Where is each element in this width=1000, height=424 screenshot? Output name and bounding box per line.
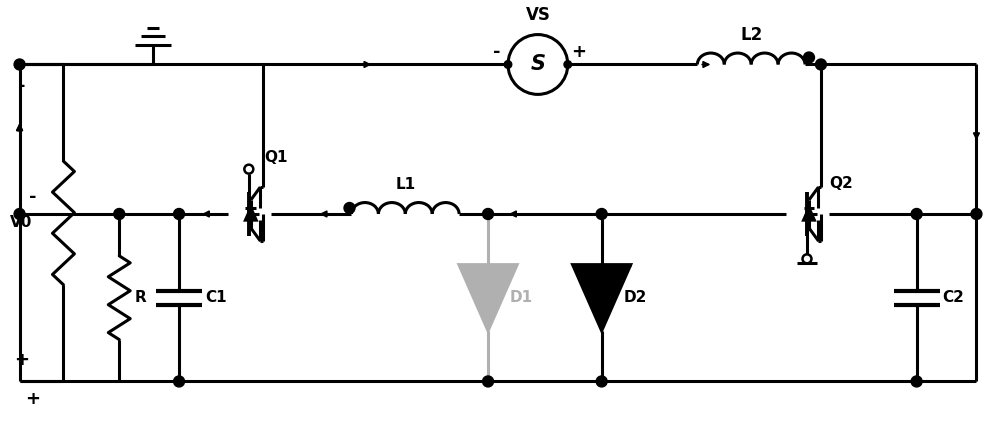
Circle shape (114, 209, 125, 220)
Circle shape (596, 376, 607, 387)
Text: -: - (493, 42, 501, 61)
Text: L1: L1 (395, 176, 415, 192)
Circle shape (483, 376, 494, 387)
Circle shape (344, 203, 355, 214)
Circle shape (804, 52, 814, 63)
Polygon shape (459, 265, 517, 331)
Circle shape (504, 61, 512, 68)
Text: VS: VS (525, 6, 550, 24)
Text: +: + (25, 391, 40, 408)
Text: D1: D1 (510, 290, 533, 305)
Circle shape (971, 209, 982, 220)
Circle shape (14, 59, 25, 70)
Circle shape (911, 376, 922, 387)
Text: D2: D2 (624, 290, 647, 305)
Text: -: - (18, 78, 25, 95)
Polygon shape (804, 208, 814, 220)
Text: +: + (571, 42, 586, 61)
Circle shape (596, 209, 607, 220)
Circle shape (911, 209, 922, 220)
Text: +: + (14, 351, 29, 368)
Text: -: - (29, 188, 36, 206)
Text: R: R (134, 290, 146, 305)
Text: C2: C2 (943, 290, 964, 305)
Text: L2: L2 (740, 25, 762, 44)
Circle shape (815, 59, 826, 70)
Polygon shape (245, 208, 256, 220)
Text: V0: V0 (10, 215, 33, 231)
Circle shape (564, 61, 572, 68)
Circle shape (174, 376, 185, 387)
Text: C1: C1 (205, 290, 227, 305)
Circle shape (14, 209, 25, 220)
Text: Q2: Q2 (829, 176, 853, 191)
Text: Q1: Q1 (264, 150, 287, 165)
Circle shape (483, 209, 494, 220)
Circle shape (174, 209, 185, 220)
Text: S: S (530, 55, 545, 75)
Polygon shape (573, 265, 631, 331)
